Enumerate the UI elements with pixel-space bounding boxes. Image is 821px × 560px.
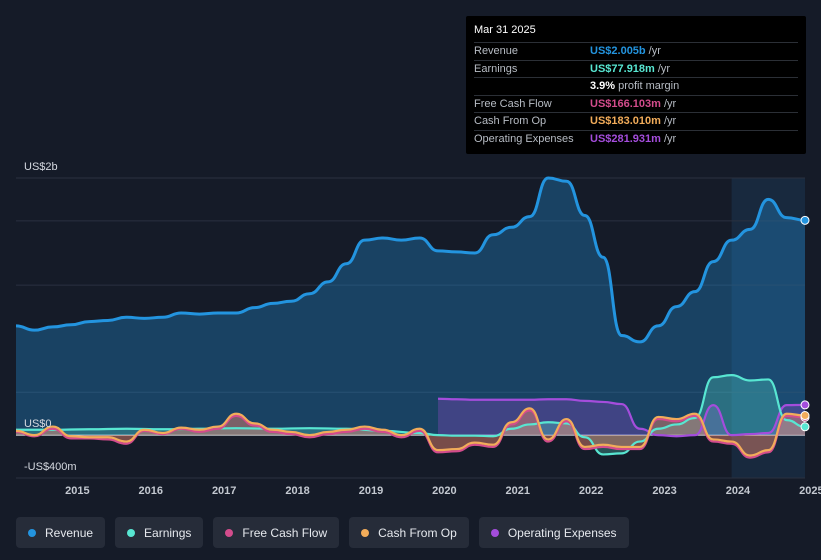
legend-label: Revenue <box>45 525 94 540</box>
data-tooltip: Mar 31 2025 Revenue US$2.005b/yr Earnings U… <box>466 16 806 154</box>
tooltip-row: Revenue US$2.005b/yr <box>474 42 798 60</box>
tooltip-row-value: US$166.103m <box>590 97 661 110</box>
tooltip-date: Mar 31 2025 <box>474 24 536 36</box>
x-tick-2022: 2022 <box>579 485 603 497</box>
tooltip-row-unit: /yr <box>648 45 661 58</box>
operating-expenses-line <box>438 397 806 438</box>
tooltip-row-unit: /yr <box>663 115 677 128</box>
x-tick-2016: 2016 <box>139 485 163 497</box>
x-tick-2025: 2025 <box>799 485 821 497</box>
legend-label: Operating Expenses <box>507 525 617 540</box>
chart-legend: Revenue Earnings Free Cash Flow Cash From O… <box>16 517 629 548</box>
legend-dot-icon <box>127 528 136 537</box>
series-endpoints <box>800 215 810 432</box>
grid-lines <box>16 177 805 479</box>
legend-item-operating-expenses[interactable]: Operating Expenses <box>478 517 629 548</box>
tooltip-row-value: US$77.918m <box>590 62 655 75</box>
tooltip-row-value: US$183.010m <box>590 115 661 128</box>
tooltip-row-unit: /yr <box>657 62 671 75</box>
tooltip-row-unit: /yr <box>663 132 677 145</box>
x-tick-2024: 2024 <box>726 485 751 497</box>
tooltip-row: Free Cash Flow US$166.103m/yr <box>474 94 798 113</box>
x-tick-2021: 2021 <box>506 485 530 497</box>
legend-dot-icon <box>225 528 234 537</box>
revenue-area <box>16 178 805 436</box>
y-axis-label-zero: US$0 <box>24 418 52 430</box>
y-axis-label-top: US$2b <box>24 161 58 173</box>
legend-label: Earnings <box>144 525 192 540</box>
earnings-area <box>16 375 805 455</box>
legend-item-earnings[interactable]: Earnings <box>115 517 204 548</box>
cash-from-op-endpoint <box>800 411 810 421</box>
legend-dot-icon <box>361 528 370 537</box>
revenue-line <box>15 176 806 344</box>
highlight-band <box>731 178 805 478</box>
tooltip-row-label: Revenue <box>474 45 519 58</box>
axis-labels: US$2b US$0 -US$400m 2015 2016 2017 2018 2019 202… <box>24 161 821 497</box>
x-tick-2015: 2015 <box>65 485 89 497</box>
earnings-endpoint <box>800 422 810 432</box>
cash-from-op-line <box>15 407 806 457</box>
legend-item-cash-from-op[interactable]: Cash From Op <box>349 517 469 548</box>
legend-dot-icon <box>28 528 36 537</box>
tooltip-row: 3.9% profit margin <box>474 77 798 95</box>
legend-dot-icon <box>490 528 499 537</box>
series-lines <box>15 176 806 459</box>
tooltip-row-unit: /yr <box>663 97 677 110</box>
legend-label: Free Cash Flow <box>242 525 328 540</box>
tooltip-row: Operating Expenses US$281.931m/yr <box>474 129 798 148</box>
x-tick-2018: 2018 <box>285 485 309 497</box>
x-tick-2020: 2020 <box>432 485 456 497</box>
operating-expenses-endpoint <box>800 400 810 410</box>
tooltip-row: Cash From Op US$183.010m/yr <box>474 112 798 130</box>
tooltip-row-label: Free Cash Flow <box>474 97 552 110</box>
tooltip-row-label: Earnings <box>474 62 518 75</box>
tooltip-row: Earnings US$77.918m/yr <box>474 59 798 78</box>
tooltip-row-value: US$281.931m <box>590 132 661 145</box>
y-axis-label-bottom: -US$400m <box>24 461 77 473</box>
tooltip-row-value: 3.9% <box>590 80 616 93</box>
legend-item-free-cash-flow[interactable]: Free Cash Flow <box>213 517 340 548</box>
tooltip-row-value: US$2.005b <box>590 45 646 58</box>
x-tick-2017: 2017 <box>212 485 236 497</box>
revenue-endpoint <box>800 215 810 225</box>
legend-label: Cash From Op <box>378 525 457 540</box>
tooltip-row-unit: profit margin <box>618 80 680 93</box>
x-tick-2019: 2019 <box>359 485 383 497</box>
x-tick-2023: 2023 <box>652 485 676 497</box>
tooltip-rows: Revenue US$2.005b/yr Earnings US$77.918m/yr… <box>474 42 798 147</box>
legend-item-revenue[interactable]: Revenue <box>16 517 106 548</box>
tooltip-row-label: Cash From Op <box>474 115 547 128</box>
tooltip-row-label: Operating Expenses <box>474 132 574 145</box>
